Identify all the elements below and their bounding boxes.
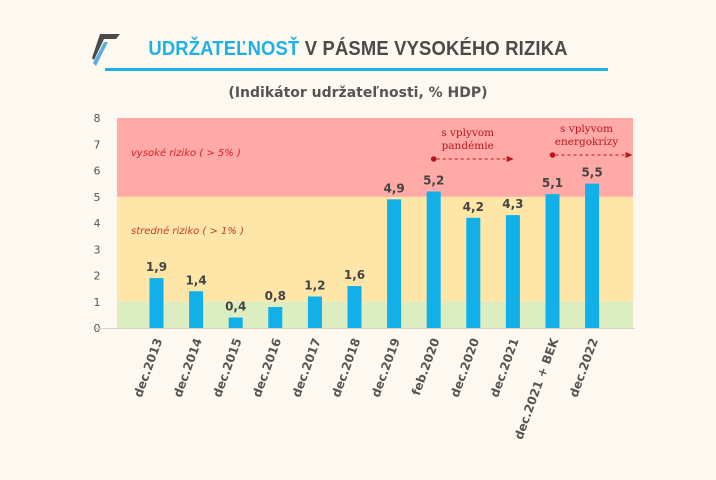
- bar-value-label: 1,4: [185, 273, 206, 287]
- x-tick-label: dec.2022: [567, 336, 601, 399]
- x-tick-label: dec.2016: [250, 336, 284, 399]
- zone-label-high: vysoké riziko ( > 5% ): [131, 147, 241, 159]
- bar-value-label: 4,3: [502, 197, 523, 211]
- bar: [505, 215, 520, 328]
- title-accent: UDRŽATEĽNOSŤ: [148, 38, 300, 60]
- bar: [585, 183, 600, 328]
- title-rest: V PÁSME VYSOKÉHO RIZIKA: [299, 38, 568, 60]
- bar: [387, 199, 402, 328]
- y-tick-label: 8: [94, 112, 101, 125]
- y-tick-label: 2: [94, 270, 101, 283]
- page-title: UDRŽATEĽNOSŤ V PÁSME VYSOKÉHO RIZIKA: [29, 38, 688, 61]
- arrow-right-icon: [625, 152, 633, 158]
- y-tick-label: 7: [94, 138, 101, 151]
- bar-value-label: 0,4: [225, 300, 246, 314]
- annotation-dot-icon: [430, 156, 437, 162]
- zone-label-medium: stredné riziko ( > 1% ): [131, 225, 244, 237]
- bar-value-label: 5,1: [542, 176, 563, 190]
- bar-value-label: 1,6: [344, 268, 365, 282]
- x-tick-label: dec.2019: [369, 336, 403, 399]
- x-tick-label: dec.2013: [131, 336, 165, 399]
- bar: [347, 286, 362, 328]
- y-tick-label: 3: [94, 243, 101, 256]
- x-tick-label: feb.2020: [409, 336, 443, 397]
- annotation-text: s vplyvom: [441, 127, 494, 139]
- bar: [307, 296, 322, 328]
- bar-value-label: 0,8: [265, 289, 286, 303]
- y-tick-label: 5: [94, 191, 101, 204]
- title-underline: [105, 68, 608, 71]
- bar: [228, 317, 243, 328]
- y-tick-label: 6: [94, 165, 101, 178]
- y-tick-label: 4: [94, 217, 101, 230]
- y-tick-label: 1: [94, 296, 101, 309]
- bar: [466, 217, 481, 328]
- chart-subtitle: (Indikátor udržateľnosti, % HDP): [228, 85, 488, 101]
- bar-value-label: 5,5: [581, 166, 602, 180]
- x-tick-label: dec.2017: [289, 336, 323, 399]
- annotation-dot-icon: [549, 152, 556, 158]
- bar-value-label: 4,9: [383, 181, 404, 195]
- x-tick-label: dec.2015: [210, 336, 244, 399]
- bar: [426, 191, 441, 328]
- bar-value-label: 1,9: [146, 260, 167, 274]
- x-tick-label: dec.2014: [171, 336, 205, 399]
- x-tick-label: dec.2021 + BEK: [512, 336, 562, 442]
- annotation-text: energokrízy: [555, 136, 619, 148]
- bar-value-label: 5,2: [423, 174, 444, 188]
- annotation-text: pandémie: [442, 140, 494, 152]
- bar-value-label: 1,2: [304, 279, 325, 293]
- bar: [189, 291, 204, 328]
- bar-value-label: 4,2: [463, 200, 484, 214]
- bar: [149, 278, 164, 328]
- arrow-right-icon: [506, 156, 514, 162]
- x-tick-label: dec.2020: [448, 336, 482, 399]
- x-tick-label: dec.2018: [329, 336, 363, 399]
- bar: [268, 307, 283, 328]
- annotation-text: s vplyvom: [560, 123, 613, 135]
- x-tick-label: dec.2021: [487, 336, 521, 399]
- logo-icon: [90, 30, 124, 70]
- risk-band-high: [117, 118, 633, 197]
- bar: [545, 194, 560, 328]
